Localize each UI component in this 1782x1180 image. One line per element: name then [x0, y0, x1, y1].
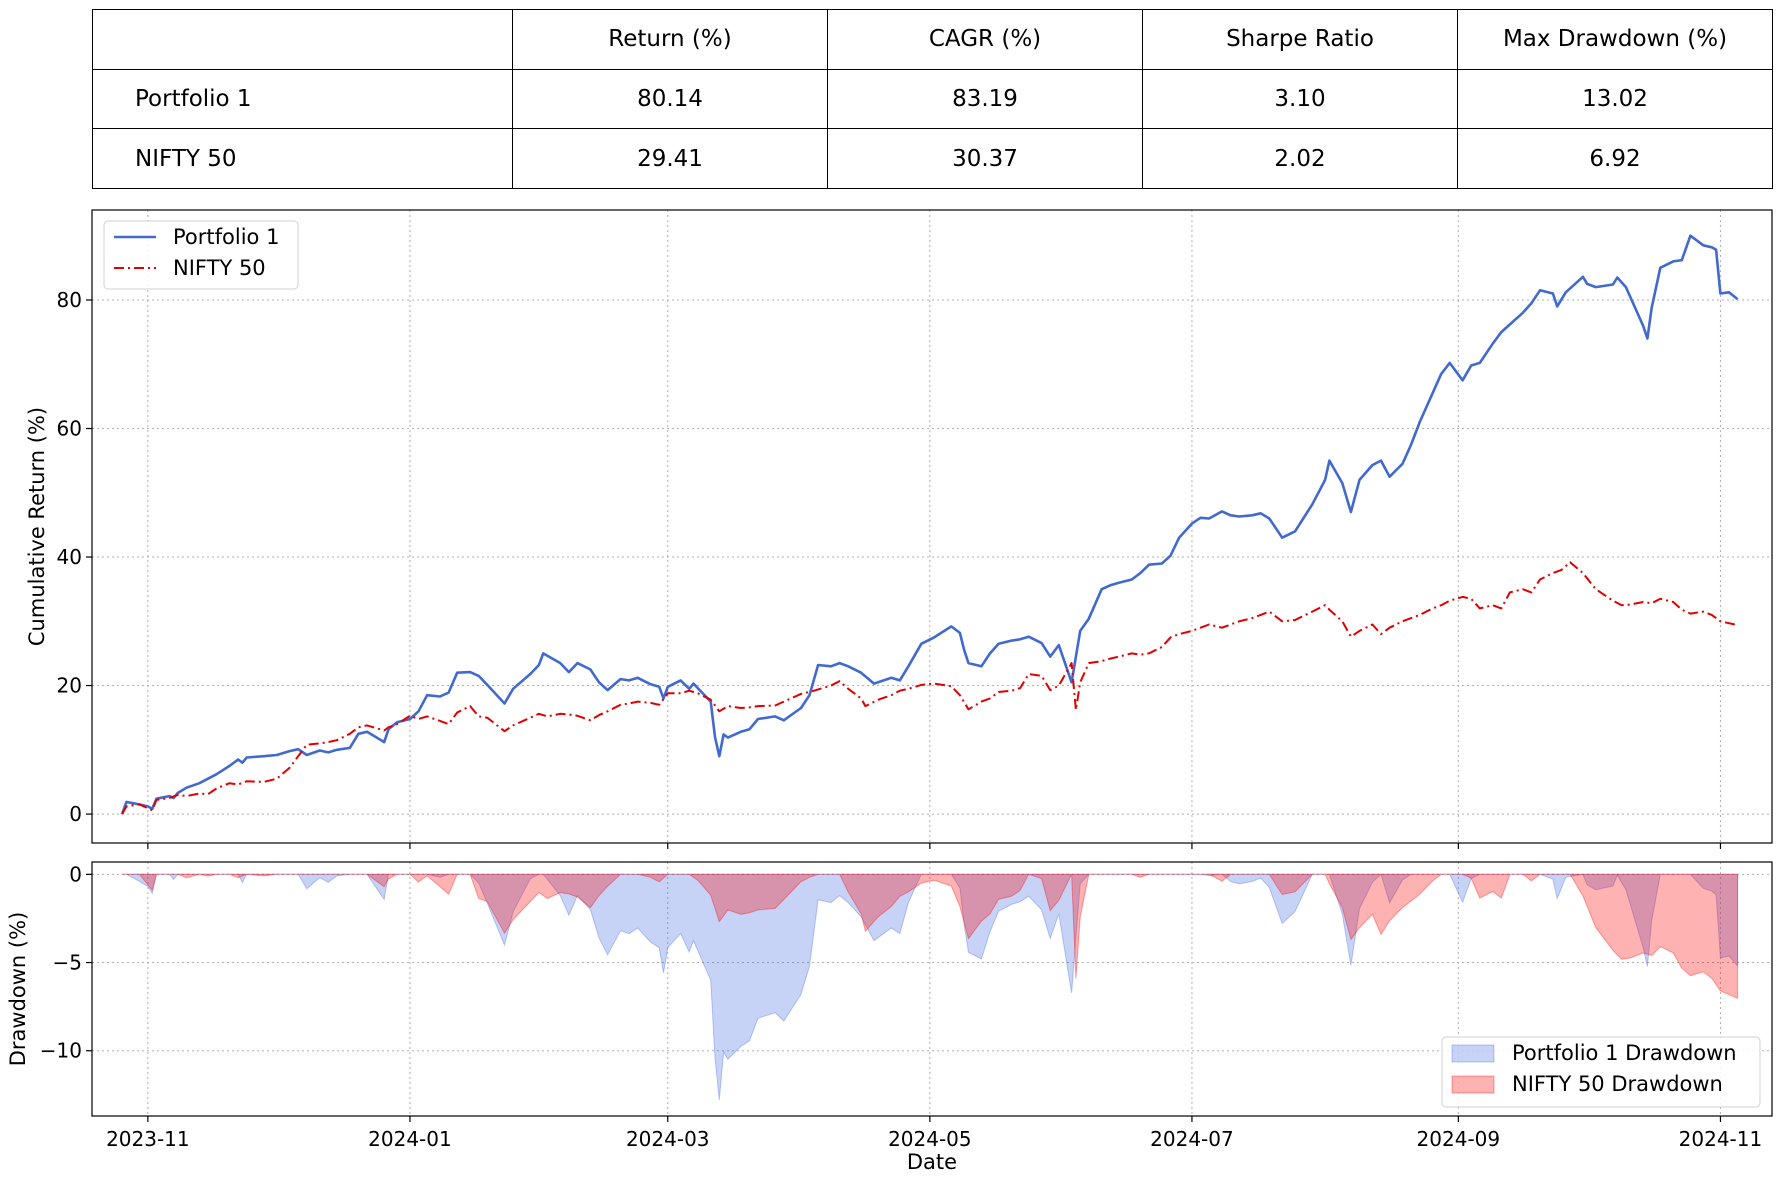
drawdown-chart-ticks: 2023-11 2024-01 2024-03 2024-05 2024-07 2024-… [40, 862, 1762, 1151]
cell-sharpe: 2.02 [1142, 128, 1458, 189]
return-chart-grid [92, 210, 1772, 843]
y-tick-label: 20 [57, 674, 82, 698]
drawdown-chart-frame [91, 861, 1773, 1117]
table-row: NIFTY 50 29.41 30.37 2.02 6.92 [92, 128, 1773, 189]
return-chart-legend: Portfolio 1 NIFTY 50 [103, 220, 299, 290]
legend-nifty-50-drawdown-swatch [1451, 1075, 1495, 1094]
x-tick-label: 2024-03 [626, 1127, 710, 1151]
y-tick-label: 80 [57, 288, 82, 312]
drawdown-chart-series [122, 873, 1739, 1101]
x-tick-label: 2023-11 [106, 1127, 190, 1151]
legend-portfolio-1-drawdown-swatch [1451, 1044, 1495, 1063]
stats-table: Return (%) CAGR (%) Sharpe Ratio Max Dra… [92, 9, 1773, 189]
legend-portfolio-1-drawdown-label: Portfolio 1 Drawdown [1512, 1041, 1737, 1065]
row-label: Portfolio 1 [92, 68, 513, 130]
y-tick-label: −5 [53, 951, 82, 975]
y-tick-label: 40 [57, 545, 82, 569]
return-chart-frame [91, 209, 1773, 844]
return-chart-ylabel: Cumulative Return (%) [25, 407, 49, 646]
return-chart-ticks: 0 20 40 60 80 [57, 288, 1722, 849]
x-tick-label: 2024-11 [1679, 1127, 1763, 1151]
y-tick-label: 0 [69, 802, 82, 826]
header-cell-sharpe: Sharpe Ratio [1142, 9, 1458, 70]
cell-sharpe: 3.10 [1142, 68, 1458, 130]
x-tick-label: 2024-09 [1417, 1127, 1501, 1151]
cell-max-drawdown: 13.02 [1457, 68, 1773, 130]
portfolio-1-line [120, 234, 1739, 815]
cell-cagr: 83.19 [827, 68, 1143, 130]
return-chart-series [120, 234, 1739, 815]
cell-cagr: 30.37 [827, 128, 1143, 189]
nifty-50-line [121, 561, 1738, 815]
x-tick-label: 2024-07 [1150, 1127, 1234, 1151]
row-label: NIFTY 50 [92, 128, 513, 189]
y-tick-label: 0 [69, 862, 82, 886]
nifty-50-drawdown-area [122, 873, 1739, 1000]
y-tick-label: 60 [57, 416, 82, 440]
portfolio-1-drawdown-area [122, 873, 1739, 1101]
x-tick-label: 2024-05 [888, 1127, 972, 1151]
cell-return: 80.14 [512, 68, 828, 130]
cell-max-drawdown: 6.92 [1457, 128, 1773, 189]
y-tick-label: −10 [40, 1039, 82, 1063]
legend-nifty-50-drawdown-label: NIFTY 50 Drawdown [1512, 1072, 1723, 1096]
cell-return: 29.41 [512, 128, 828, 189]
header-cell-max-drawdown: Max Drawdown (%) [1457, 9, 1773, 70]
drawdown-chart-ylabel: Drawdown (%) [6, 912, 30, 1067]
drawdown-chart-legend: Portfolio 1 Drawdown NIFTY 50 Drawdown [1441, 1036, 1761, 1108]
legend-portfolio-1-label: Portfolio 1 [173, 225, 279, 249]
drawdown-chart-xlabel: Date [907, 1150, 957, 1174]
legend-nifty-50-label: NIFTY 50 [173, 256, 266, 280]
legend-box [1441, 1036, 1761, 1108]
header-cell-blank [92, 9, 513, 70]
x-tick-label: 2024-01 [368, 1127, 452, 1151]
table-row: Portfolio 1 80.14 83.19 3.10 13.02 [92, 68, 1773, 130]
